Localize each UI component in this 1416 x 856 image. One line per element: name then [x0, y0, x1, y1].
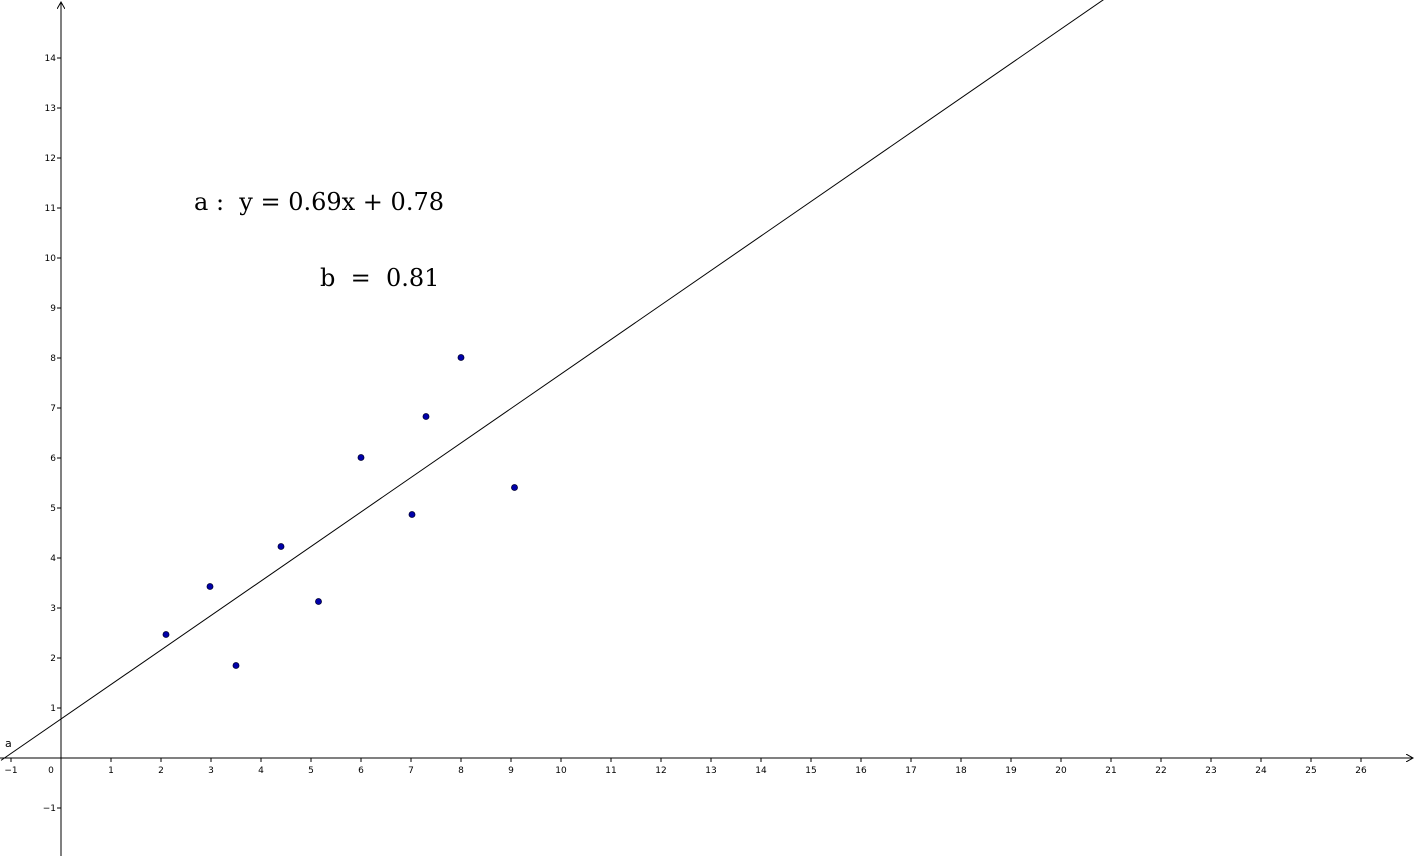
x-tick-label: 13: [705, 766, 716, 776]
x-tick-label: 0: [48, 766, 54, 776]
x-tick-label: −1: [4, 766, 17, 776]
y-tick-label: 8: [50, 354, 56, 364]
y-tick-label: −1: [43, 804, 56, 814]
y-tick-label: 3: [50, 604, 56, 614]
data-point: [315, 598, 322, 605]
x-tick-label: 17: [905, 766, 916, 776]
y-tick-label: 10: [45, 254, 57, 264]
x-tick-label: 10: [555, 766, 567, 776]
x-tick-label: 19: [1005, 766, 1017, 776]
x-tick-label: 1: [108, 766, 114, 776]
b-value-label: b = 0.81: [320, 264, 440, 292]
line-name-label: a: [5, 737, 12, 750]
x-tick-label: 18: [955, 766, 967, 776]
x-tick-label: 26: [1355, 766, 1367, 776]
data-point: [277, 543, 285, 550]
data-point: [408, 511, 416, 518]
x-axis-ticks: −1 0 1 2 3 4 5 6 7 8 9 10 11 12 13 14 15 16 17 18 19 20 21 22 23…: [4, 758, 1367, 776]
data-point: [511, 484, 518, 491]
y-tick-label: 1: [50, 704, 56, 714]
x-tick-label: 3: [208, 766, 214, 776]
x-tick-label: 5: [308, 766, 314, 776]
x-tick-label: 14: [755, 766, 767, 776]
y-tick-label: 11: [45, 204, 56, 214]
y-tick-label: 5: [50, 504, 56, 514]
equation-label: a : y = 0.69x + 0.78: [194, 188, 444, 216]
y-tick-label: 2: [50, 654, 56, 664]
x-tick-label: 8: [458, 766, 464, 776]
x-tick-label: 23: [1205, 766, 1216, 776]
data-point: [422, 413, 430, 420]
x-tick-label: 21: [1105, 766, 1116, 776]
x-tick-label: 11: [605, 766, 616, 776]
x-tick-label: 4: [258, 766, 264, 776]
data-point: [357, 454, 365, 461]
regression-line: [0, 0, 1104, 761]
y-tick-label: 9: [50, 304, 56, 314]
data-point: [162, 631, 170, 638]
x-tick-label: 2: [158, 766, 164, 776]
x-tick-label: 7: [408, 766, 414, 776]
x-tick-label: 16: [855, 766, 867, 776]
x-tick-label: 6: [358, 766, 364, 776]
data-point: [457, 354, 465, 361]
x-tick-label: 15: [805, 766, 816, 776]
x-tick-label: 12: [655, 766, 666, 776]
x-tick-label: 25: [1305, 766, 1316, 776]
y-tick-label: 6: [50, 454, 56, 464]
data-point: [232, 662, 240, 669]
data-point: [206, 583, 214, 590]
x-tick-label: 22: [1155, 766, 1166, 776]
x-tick-label: 20: [1055, 766, 1067, 776]
y-tick-label: 13: [45, 104, 56, 114]
x-tick-label: 24: [1255, 766, 1267, 776]
y-tick-label: 7: [50, 404, 56, 414]
y-tick-label: 12: [45, 154, 56, 164]
y-tick-label: 4: [50, 554, 56, 564]
y-tick-label: 14: [45, 54, 57, 64]
x-tick-label: 9: [508, 766, 514, 776]
data-points: [162, 354, 518, 669]
